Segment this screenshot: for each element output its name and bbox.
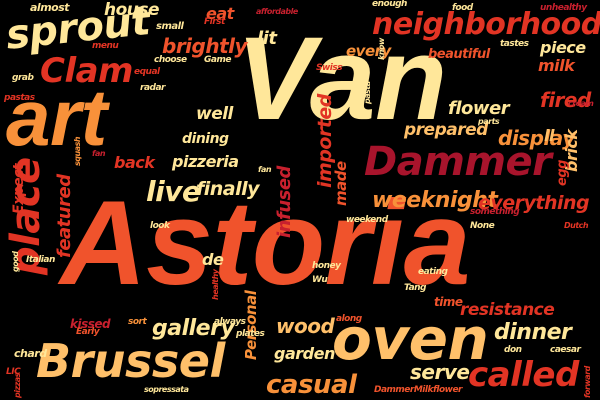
word-resistance: resistance [460, 300, 555, 320]
word-squash: squash [73, 136, 82, 166]
word-italian: Italian [26, 255, 55, 265]
word-clam: Clam [40, 51, 133, 91]
word-food: food [452, 3, 473, 13]
word-game: Game [204, 55, 231, 65]
word-brightly: brightly [162, 34, 248, 58]
word-almost: almost [30, 1, 70, 14]
word-oven: oven [332, 305, 489, 373]
word-time: time [434, 295, 463, 309]
word-dining: dining [182, 131, 229, 147]
word-something: something [470, 207, 520, 217]
word-fan: fan [258, 165, 272, 174]
word-beautiful: beautiful [428, 47, 490, 62]
word-tang: Tang [404, 283, 427, 293]
word-serve: serve [410, 360, 470, 384]
word-dinner: dinner [494, 320, 572, 345]
word-unhealthy: unhealthy [540, 3, 587, 13]
word-none: None [470, 221, 495, 231]
word-enough: enough [372, 0, 407, 9]
word-dammer: Dammer [364, 139, 552, 185]
word-called: called [468, 355, 579, 395]
word-good: good [11, 251, 20, 272]
word-parts: parts [478, 117, 500, 126]
word-finally: finally [196, 178, 260, 200]
word-wood: wood [276, 314, 335, 338]
word-piece: piece [540, 38, 586, 57]
word-astoria: Astoria [60, 176, 470, 310]
word-first: First [204, 17, 225, 27]
word-dutch: Dutch [564, 221, 589, 230]
word-look: look [150, 221, 170, 231]
word-weeknight: weeknight [372, 188, 498, 213]
word-wu: Wu [312, 275, 328, 285]
word-honey: honey [312, 261, 341, 271]
word-sopressata: sopressata [144, 385, 189, 394]
word-de: de [202, 250, 224, 269]
word-every: every [346, 42, 391, 60]
word-sort: sort [128, 317, 147, 327]
word-live: live [146, 175, 201, 208]
word-radar: radar [140, 83, 165, 93]
word-neighborhood: neighborhood [372, 7, 600, 42]
word-back: back [114, 153, 155, 172]
word-tastes: tastes [500, 39, 529, 49]
word-swiss: Swiss [316, 63, 343, 73]
word-choose: choose [154, 55, 187, 65]
word-small: small [156, 21, 184, 32]
word-flower: flower [448, 98, 510, 119]
word-van: Van [236, 13, 447, 145]
word-pizzas: pizzas [13, 373, 22, 398]
word-milk: milk [538, 56, 575, 75]
word-forward: forward [583, 366, 592, 398]
word-always: always [214, 317, 246, 327]
word-made: made [332, 161, 350, 206]
word-eat: eat [206, 4, 234, 23]
word-grab: grab [12, 73, 34, 83]
word-along: along [336, 314, 362, 324]
word-affordable: affordable [256, 7, 298, 16]
word-kissed: kissed [70, 317, 111, 331]
word-infused: infused [274, 166, 295, 238]
word-featured: featured [54, 174, 75, 258]
word-art: art [6, 73, 107, 162]
word-weekend: weekend [346, 215, 388, 225]
word-chard: chard [14, 347, 47, 360]
word-casual: casual [266, 370, 357, 400]
word-dammermilkflower: DammerMilkflower [374, 385, 463, 395]
word-early: Early [76, 327, 100, 337]
word-pastas: pastas [4, 93, 35, 103]
word-well: well [196, 104, 233, 124]
word-healthy: healthy [211, 269, 220, 301]
word-fan-2: fan [92, 149, 106, 158]
word-egg: egg [555, 160, 570, 186]
word-pasta: pasta [363, 81, 372, 104]
word-everything: everything [478, 192, 590, 214]
word-house: house [104, 0, 160, 20]
word-lic: LIC [6, 367, 21, 377]
word-plates: plates [236, 329, 265, 339]
word-brussel: Brussel [36, 334, 225, 388]
word-equal: equal [134, 67, 160, 77]
word-pizzeria: pizzeria [172, 152, 239, 171]
word-don: don [504, 345, 522, 355]
word-eating: eating [418, 267, 448, 277]
word-expect: Expect [11, 163, 27, 214]
word-personal: Personal [242, 290, 260, 360]
word-cream: cream [568, 99, 594, 108]
word-garden: garden [274, 344, 335, 363]
word-display: display [498, 126, 575, 150]
word-gallery: gallery [152, 316, 235, 341]
word-prepared: prepared [404, 120, 488, 140]
word-ll: ll [544, 126, 554, 145]
word-menu: menu [92, 41, 119, 51]
word-fired: fired [540, 88, 591, 112]
word-know: know [377, 38, 386, 60]
word-caesar: caesar [550, 345, 581, 355]
word-lit: lit [257, 28, 277, 49]
